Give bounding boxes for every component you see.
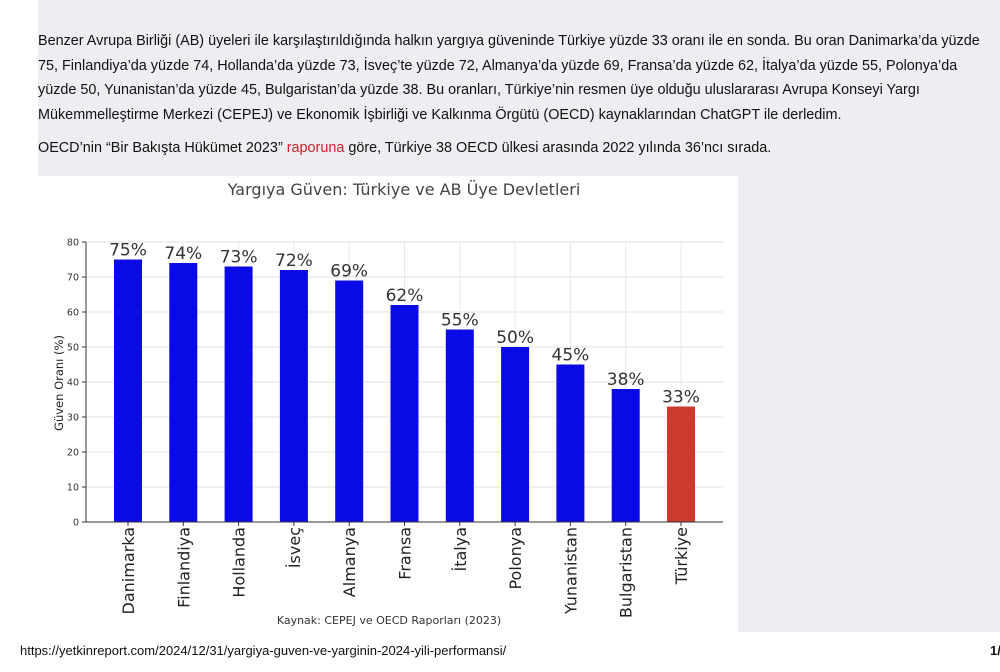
x-tick-label: Danimarka [119, 527, 138, 614]
bar [556, 364, 585, 522]
bar [335, 280, 364, 522]
x-tick-label: İtalya [451, 527, 470, 572]
bar [224, 266, 253, 522]
y-tick-label: 50 [67, 343, 79, 354]
x-tick-label: Finlandiya [174, 527, 193, 608]
y-tick-label: 20 [67, 448, 79, 459]
x-tick-label: Hollanda [230, 527, 249, 598]
y-tick-label: 80 [67, 238, 79, 249]
bar-chart: Yargıya Güven: Türkiye ve AB Üye Devletl… [52, 180, 723, 627]
article-paragraph-1: Benzer Avrupa Birliği (AB) üyeleri ile k… [38, 33, 980, 123]
bar-value-label: 69% [330, 262, 368, 282]
x-tick-label: İsveç [285, 527, 304, 568]
y-axis-label: Güven Oranı (%) [52, 335, 66, 431]
x-tick-label: Almanya [340, 527, 359, 597]
report-link[interactable]: raporuna [286, 140, 345, 156]
bar-value-label: 33% [662, 388, 700, 408]
bar-value-label: 38% [607, 370, 645, 390]
paragraph-2-text-before: OECD’nin “Bir Bakışta Hükümet 2023” [38, 140, 287, 156]
bar-value-label: 62% [386, 286, 424, 306]
bar [279, 270, 308, 522]
bar-value-label: 72% [275, 251, 313, 271]
bar [501, 347, 530, 522]
bar [667, 406, 695, 522]
y-tick-label: 10 [67, 483, 79, 494]
bars: 75% 74% 73% 72% 69% 62% 55% 50% 45% 38% 33% [109, 241, 700, 522]
y-tick-label: 70 [67, 273, 79, 284]
x-axis-label: Kaynak: CEPEJ ve OECD Raporları (2023) [277, 614, 501, 627]
y-tick-label: 60 [67, 308, 79, 319]
bar [611, 389, 640, 522]
article-paragraph-2: OECD’nin “Bir Bakışta Hükümet 2023” rapo… [38, 136, 993, 161]
y-tick-label: 0 [73, 518, 79, 529]
x-tick-label: Polonya [506, 527, 525, 590]
axes: 0 10 20 30 40 50 60 70 80 Danimarka Finlandiya Holl… [67, 238, 723, 618]
bar [169, 263, 198, 522]
x-tick-label: Türkiye [672, 527, 691, 585]
x-tick-label: Yunanistan [561, 527, 580, 615]
chart-image: Yargıya Güven: Türkiye ve AB Üye Devletl… [38, 176, 738, 632]
bar-value-label: 45% [552, 346, 590, 366]
bar-value-label: 55% [441, 311, 479, 331]
bar [390, 305, 419, 522]
footer-url: https://yetkinreport.com/2024/12/31/yarg… [20, 643, 507, 658]
bar-value-label: 73% [220, 248, 258, 268]
bar [114, 259, 142, 522]
y-tick-label: 30 [67, 413, 79, 424]
bar [445, 329, 474, 522]
paragraph-2-text-after: göre, Türkiye 38 OECD ülkesi arasında 20… [344, 140, 772, 156]
bar-value-label: 74% [164, 244, 202, 264]
y-tick-label: 40 [67, 378, 79, 389]
bar-value-label: 75% [109, 241, 147, 261]
x-tick-label: Fransa [396, 527, 415, 580]
bar-value-label: 50% [496, 328, 534, 348]
footer-page-number: 1/ [990, 643, 1000, 658]
chart-title: Yargıya Güven: Türkiye ve AB Üye Devletl… [227, 180, 581, 199]
x-tick-label: Bulgaristan [617, 527, 636, 618]
